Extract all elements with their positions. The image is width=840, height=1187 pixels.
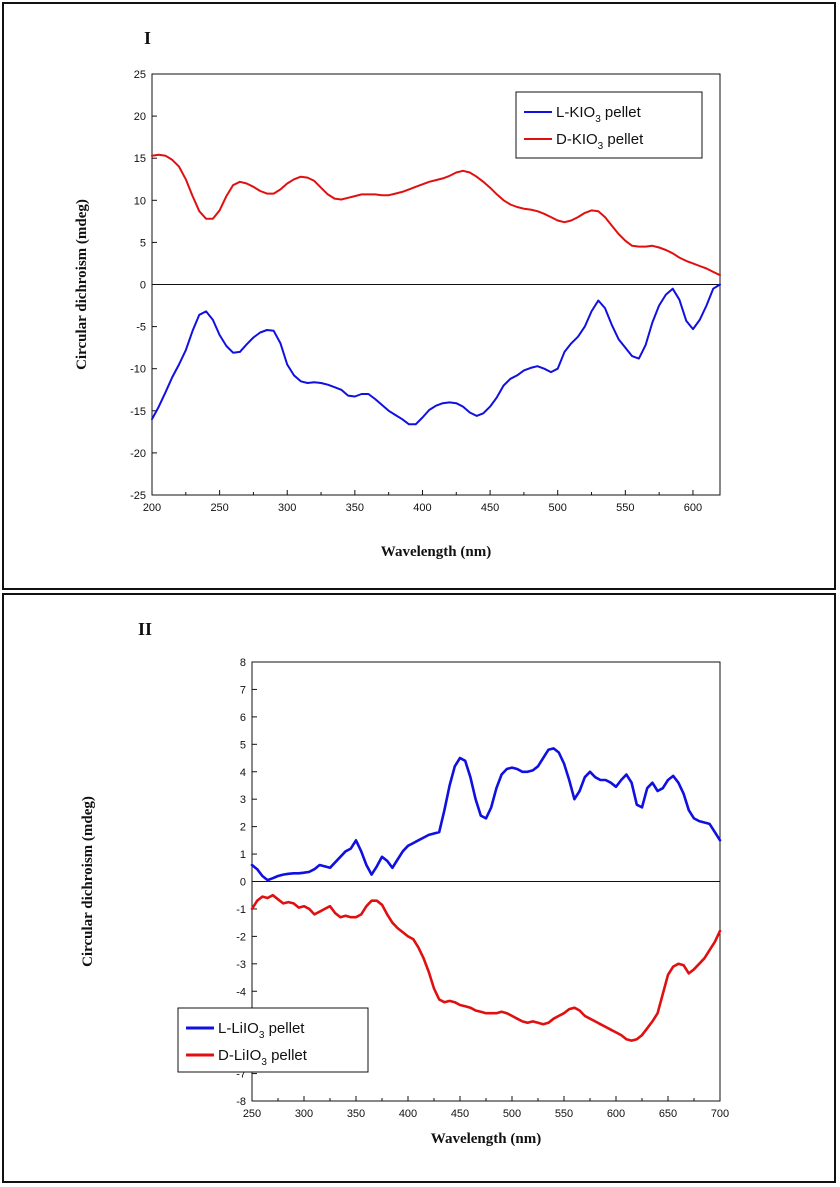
y-tick-label-2-4: -4 [236, 986, 246, 998]
y-tick-label-1-1: -20 [130, 448, 146, 460]
x-tick-label-1-8: 600 [684, 502, 702, 514]
x-tick-label-2-0: 250 [243, 1108, 261, 1120]
y-tick-label-2-7: -1 [236, 904, 246, 916]
x-tick-label-1-7: 550 [616, 502, 634, 514]
y-tick-label-2-1: -7 [236, 1069, 246, 1081]
x-tick-label-2-3: 400 [399, 1108, 417, 1120]
y-tick-label-1-2: -15 [130, 406, 146, 418]
x-tick-label-1-4: 400 [413, 502, 431, 514]
y-tick-label-1-0: -25 [130, 490, 146, 502]
legend-box-1 [515, 91, 703, 159]
y-tick-label-1-4: -5 [136, 322, 146, 334]
legend-label-2-1: D-LiIO3 pellet [218, 1047, 308, 1068]
y-tick-label-2-6: -2 [236, 931, 246, 943]
series-line-1-0 [151, 283, 721, 426]
legend-label-1-1: D-KIO3 pellet [556, 131, 644, 152]
x-axis-title-2: Wavelength (nm) [431, 1131, 541, 1147]
x-tick-label-1-3: 350 [346, 502, 364, 514]
legend-box-2 [177, 1007, 369, 1073]
y-tick-label-1-6: 5 [140, 237, 146, 249]
panel-label-1: I [144, 28, 151, 48]
x-tick-label-1-6: 500 [549, 502, 567, 514]
series-line-2-1 [250, 893, 722, 1042]
y-axis-title-2: Circular dichroism (mdeg) [80, 796, 96, 967]
x-tick-label-2-7: 600 [607, 1108, 625, 1120]
legend-label-1-0: L-KIO3 pellet [556, 104, 642, 125]
x-tick-label-2-9: 700 [711, 1108, 729, 1120]
y-tick-label-2-10: 2 [240, 822, 246, 834]
chart-2-svg: II250300350400450500550600650700-8-7-6-5… [80, 619, 729, 1147]
x-tick-label-1-2: 300 [278, 502, 296, 514]
y-tick-label-2-5: -3 [236, 959, 246, 971]
x-tick-label-1-0: 200 [143, 502, 161, 514]
y-tick-label-2-9: 1 [240, 849, 246, 861]
y-axis-title-1: Circular dichroism (mdeg) [74, 199, 90, 370]
series-line-1-1 [151, 153, 721, 277]
y-tick-label-1-3: -10 [130, 364, 146, 376]
y-tick-label-2-15: 7 [240, 684, 246, 696]
y-tick-label-1-5: 0 [140, 280, 146, 292]
chart-panel-2: II250300350400450500550600650700-8-7-6-5… [2, 593, 836, 1183]
y-tick-label-1-8: 15 [134, 153, 146, 165]
y-tick-label-1-10: 25 [134, 69, 146, 81]
x-tick-label-2-6: 550 [555, 1108, 573, 1120]
series-line-2-0 [250, 747, 722, 882]
y-tick-label-1-7: 10 [134, 195, 146, 207]
y-tick-label-2-16: 8 [240, 657, 246, 669]
x-tick-label-1-1: 250 [210, 502, 228, 514]
y-tick-label-2-13: 5 [240, 739, 246, 751]
y-tick-label-2-14: 6 [240, 712, 246, 724]
x-tick-label-1-5: 450 [481, 502, 499, 514]
x-tick-label-2-4: 450 [451, 1108, 469, 1120]
y-tick-label-2-11: 3 [240, 794, 246, 806]
y-tick-label-1-9: 20 [134, 111, 146, 123]
x-tick-label-2-1: 300 [295, 1108, 313, 1120]
x-tick-label-2-5: 500 [503, 1108, 521, 1120]
y-tick-label-2-12: 4 [240, 767, 246, 779]
x-tick-label-2-2: 350 [347, 1108, 365, 1120]
x-tick-label-2-8: 650 [659, 1108, 677, 1120]
chart-panel-1: I 200 250 300 350 400 450 500 550 600 -25 -20 -15 -10… [2, 2, 836, 590]
panel-label-2: II [138, 619, 152, 639]
y-tick-label-2-8: 0 [240, 877, 246, 889]
y-tick-label-2-0: -8 [236, 1096, 246, 1108]
x-axis-title-1: Wavelength (nm) [381, 544, 491, 560]
legend-label-2-0: L-LiIO3 pellet [218, 1020, 305, 1041]
